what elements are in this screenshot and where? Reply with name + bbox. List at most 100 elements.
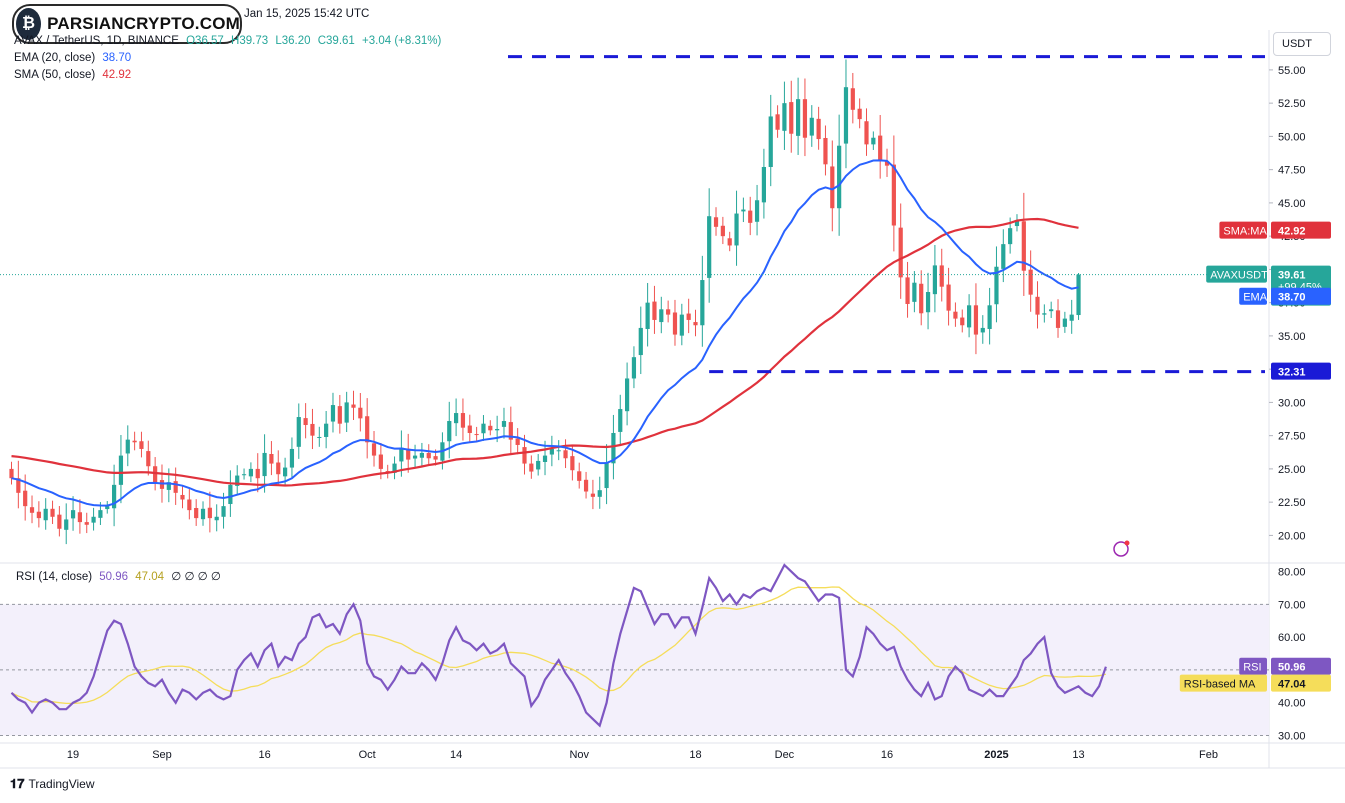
candle-body (118, 455, 124, 485)
candle-body (98, 510, 103, 518)
candle-body (987, 305, 992, 329)
candle-body (823, 137, 828, 165)
candle-body (672, 312, 678, 335)
candle-body (207, 507, 212, 519)
candle-body (166, 482, 171, 490)
candle-body (809, 117, 814, 136)
low-value: L36.20 (275, 35, 311, 47)
rsi-tag-text: RSI (1243, 662, 1261, 674)
currency-selector[interactable]: USDT (1273, 32, 1331, 56)
candle-body (789, 102, 794, 134)
candle-body (542, 455, 548, 462)
candle-body (228, 484, 233, 505)
candle-body (1042, 313, 1047, 315)
candle-body (392, 463, 397, 473)
candle-body (433, 456, 438, 460)
candle-body (741, 209, 746, 212)
candle-body (235, 475, 240, 486)
sma-legend-label: SMA (50, close) (14, 69, 96, 81)
candle-body (371, 443, 377, 456)
rsi-legend[interactable]: RSI (14, close) 50.96 47.04 ∅ ∅ ∅ ∅ (16, 569, 221, 586)
candle-body (23, 490, 28, 507)
rsi-tick-label: 70.00 (1278, 599, 1306, 611)
candle-body (508, 422, 513, 440)
candle-body (577, 471, 582, 481)
candle-body (105, 506, 110, 510)
sma-value-badge-text: 42.92 (1278, 226, 1306, 238)
candle-body (330, 405, 336, 422)
time-tick-label: 13 (1072, 749, 1084, 761)
candle-body (891, 164, 896, 226)
candle-body (946, 284, 951, 311)
ema-legend-label: EMA (20, close) (14, 52, 96, 64)
symbol-tag-text: AVAXUSDT (1210, 270, 1268, 282)
symbol-legend: AVAX / TetherUS, 1D, BINANCE O36.57 H39.… (14, 33, 441, 50)
ema-tag (1239, 287, 1267, 305)
candle-body (919, 283, 924, 314)
candle-body (631, 357, 637, 379)
support-value-badge-text: 32.31 (1278, 367, 1306, 379)
candle-body (1069, 314, 1074, 321)
candle-body (91, 516, 96, 523)
candle-body (625, 378, 630, 412)
price-tick-label: 50.00 (1278, 131, 1306, 143)
price-tick-label: 22.50 (1278, 497, 1306, 509)
candle-body (84, 522, 89, 525)
sma-line (11, 217, 1079, 487)
price-tick-label: 55.00 (1278, 65, 1306, 77)
candle-body (221, 506, 226, 517)
candle-body (29, 507, 35, 513)
price-tick-label: 25.00 (1278, 464, 1306, 476)
candle-body (967, 305, 972, 328)
price-tick-label: 35.00 (1278, 331, 1306, 343)
candle-body (666, 309, 671, 315)
candle-body (269, 454, 274, 464)
price-tick-label: 30.00 (1278, 397, 1306, 409)
candle-body (980, 327, 985, 333)
candle-body (132, 440, 137, 443)
candle-body (296, 417, 301, 447)
candle-body (187, 499, 192, 511)
candle-body (878, 135, 883, 161)
sma-value-badge (1271, 221, 1331, 239)
candle-body (939, 265, 944, 287)
candle-body (248, 468, 253, 477)
candle-body (830, 166, 835, 209)
candle-body (399, 447, 404, 462)
rsi-band (0, 604, 1269, 736)
ema-legend-value: 38.70 (102, 52, 132, 64)
price-tick-label: 20.00 (1278, 530, 1306, 542)
candle-body (994, 266, 999, 305)
candle-body (454, 413, 459, 424)
candle-body (447, 421, 452, 442)
price-tick-label: 47.50 (1278, 165, 1306, 177)
candle-body (481, 423, 486, 434)
candle-body (255, 468, 260, 479)
candle-body (358, 407, 363, 419)
candle-body (796, 99, 801, 136)
ema-legend[interactable]: EMA (20, close) 38.70 (14, 50, 131, 67)
candle-body (488, 425, 493, 431)
rsi-ma-legend-value: 47.04 (135, 571, 165, 583)
time-tick-label: 16 (881, 749, 893, 761)
candle-body (864, 121, 869, 145)
candle-body (337, 406, 342, 424)
candle-body (720, 225, 725, 237)
candle-body (344, 402, 349, 423)
candle-body (713, 217, 719, 227)
support-value-badge (1271, 362, 1331, 380)
candle-body (638, 327, 643, 356)
ema-value-badge-text: 38.70 (1278, 292, 1306, 304)
symbol-label: AVAX / TetherUS, 1D, BINANCE (14, 35, 179, 47)
tradingview-footer[interactable]: 𝟏𝟕 TradingView (10, 776, 95, 792)
rsi-tick-label: 60.00 (1278, 632, 1306, 644)
candle-body (843, 87, 849, 144)
candle-body (515, 438, 520, 445)
candle-body (426, 452, 431, 459)
candle-body (925, 292, 931, 313)
candle-body (1014, 220, 1020, 227)
time-tick-label: 14 (450, 749, 462, 761)
brand-text: PARSIANCRYPTO.COM (47, 14, 240, 33)
sma-legend[interactable]: SMA (50, close) 42.92 (14, 67, 131, 84)
